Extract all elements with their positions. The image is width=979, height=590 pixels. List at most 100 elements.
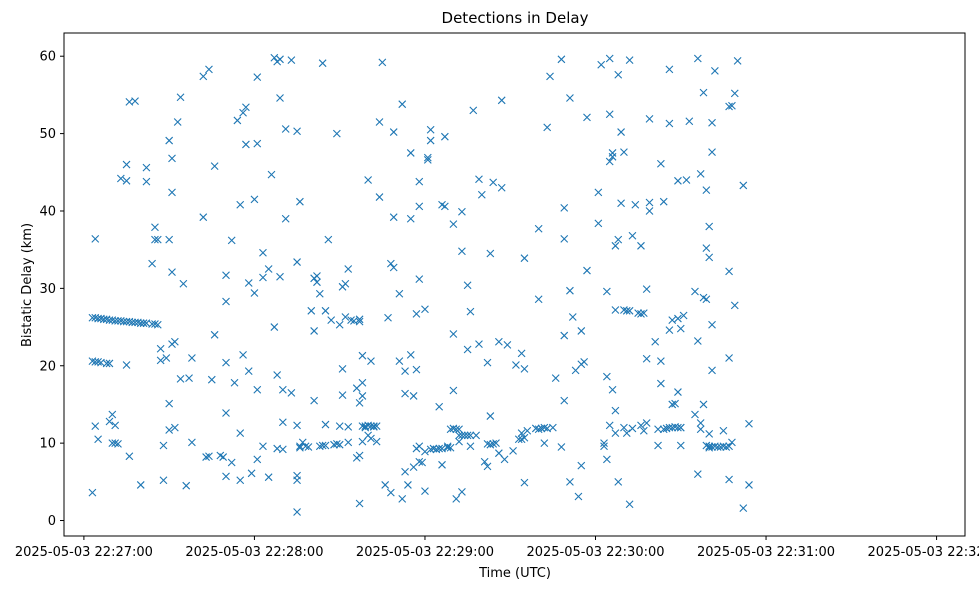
data-point (236, 200, 245, 209)
data-point (705, 222, 714, 231)
data-point (253, 73, 262, 81)
data-point (227, 236, 236, 245)
data-point (395, 289, 404, 298)
data-point (182, 481, 191, 490)
data-point (702, 244, 711, 253)
data-point (492, 439, 500, 448)
data-point (264, 265, 273, 273)
data-point (170, 423, 179, 432)
data-point (151, 223, 159, 232)
data-point (358, 392, 367, 400)
chart-title: Detections in Delay (442, 9, 589, 27)
data-point (199, 213, 208, 222)
x-tick-label: 2025-05-03 22:27:00 (15, 545, 153, 560)
data-point (381, 481, 390, 489)
data-point (173, 118, 182, 126)
data-point (404, 481, 412, 489)
data-point (452, 425, 461, 434)
data-point (259, 442, 267, 451)
data-point (153, 235, 162, 244)
data-point (540, 423, 549, 432)
data-point (546, 72, 554, 81)
data-point (415, 177, 424, 186)
data-point (298, 438, 307, 447)
data-point (412, 365, 421, 374)
data-point (244, 279, 253, 287)
data-point (620, 148, 628, 157)
data-point (159, 441, 168, 450)
data-point (497, 183, 506, 192)
data-point (600, 439, 608, 448)
data-point (639, 426, 648, 435)
data-point (656, 379, 665, 388)
data-point (219, 453, 228, 461)
data-point (111, 421, 120, 430)
data-point (259, 273, 267, 282)
data-point (540, 439, 549, 448)
data-point (725, 267, 733, 276)
data-point (716, 443, 725, 451)
data-point (543, 123, 552, 132)
data-point (534, 224, 543, 233)
data-point (421, 447, 429, 456)
data-point (270, 323, 279, 331)
data-point (324, 235, 333, 244)
data-point (389, 263, 398, 272)
data-point (693, 337, 702, 345)
data-point (327, 316, 336, 324)
data-point (446, 425, 455, 434)
data-point (722, 443, 731, 451)
data-point (122, 176, 131, 185)
data-point (310, 396, 319, 405)
data-point (156, 344, 165, 353)
data-point (580, 357, 589, 366)
data-point (642, 354, 651, 363)
data-point (566, 286, 574, 295)
data-point (608, 152, 617, 161)
y-tick-label: 0 (48, 514, 56, 529)
data-point (494, 337, 503, 346)
data-point (116, 174, 125, 183)
y-tick-label: 50 (39, 127, 56, 142)
data-point (455, 425, 463, 434)
data-point (577, 461, 586, 470)
data-point (398, 494, 407, 503)
data-point (483, 358, 492, 367)
x-tick-label: 2025-05-03 22:31:00 (697, 545, 835, 560)
data-point (276, 55, 284, 64)
data-point (199, 72, 208, 81)
y-tick-label: 30 (39, 282, 56, 297)
data-point (313, 278, 321, 287)
data-point (278, 385, 287, 394)
data-point (517, 349, 526, 358)
data-point (520, 254, 529, 263)
data-point (520, 364, 529, 373)
data-point (725, 102, 733, 111)
data-point (452, 494, 461, 503)
data-point (463, 431, 472, 440)
data-point (415, 457, 424, 466)
data-point (364, 176, 373, 184)
data-point (665, 119, 674, 128)
data-point (330, 440, 338, 449)
data-point (458, 247, 466, 256)
data-point (301, 442, 310, 451)
data-point (247, 469, 256, 478)
data-point (443, 443, 452, 452)
data-point (475, 175, 483, 184)
data-point (426, 136, 435, 145)
data-point (494, 449, 503, 458)
data-point (537, 424, 546, 433)
data-point (313, 272, 321, 280)
data-point (622, 306, 631, 315)
data-point (449, 220, 458, 229)
data-point (674, 176, 682, 185)
data-point (202, 453, 211, 461)
y-axis-label: Bistatic Delay (km) (20, 223, 35, 347)
data-point (421, 305, 429, 314)
data-point (617, 199, 625, 208)
data-point (440, 202, 449, 211)
data-point (389, 213, 398, 222)
data-point (645, 115, 654, 123)
data-point (509, 446, 517, 455)
